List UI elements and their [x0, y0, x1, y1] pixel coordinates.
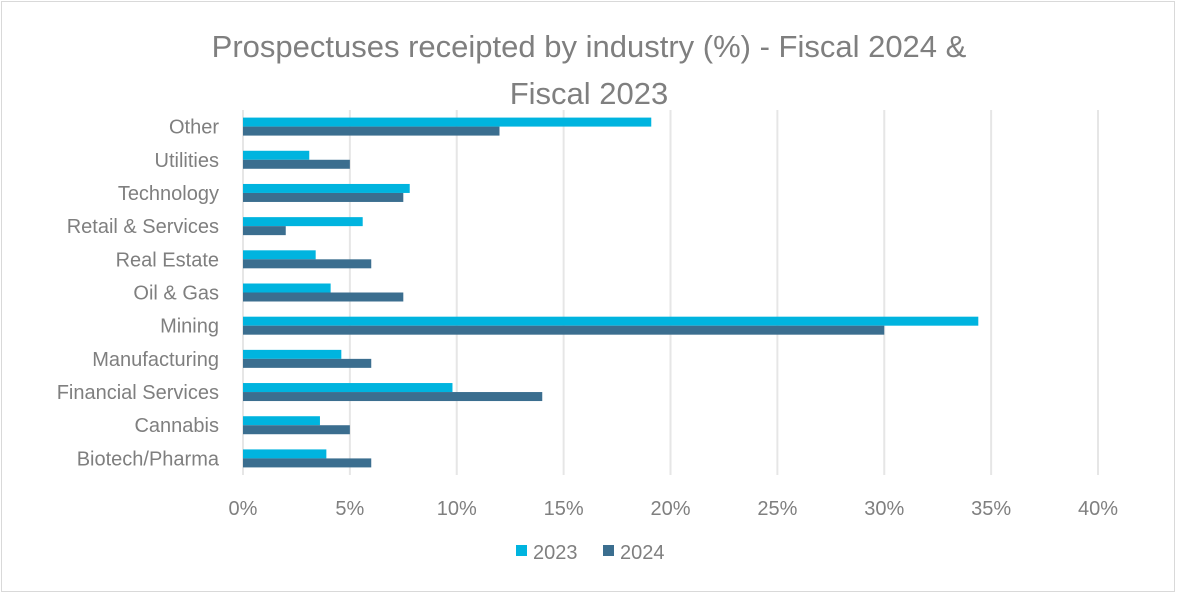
bar-2023-technology	[243, 183, 410, 193]
x-tick-label: 35%	[971, 498, 1011, 520]
bar-2023-mining	[243, 316, 979, 326]
chart-title-line-2: Fiscal 2023	[510, 76, 669, 111]
y-category-label: Technology	[118, 183, 219, 205]
y-category-label: Utilities	[155, 150, 219, 172]
bar-2023-financial-services	[243, 383, 453, 393]
bar-2024-biotech-pharma	[243, 458, 372, 468]
bar-2024-retail-services	[243, 226, 286, 236]
x-tick-label: 20%	[650, 498, 690, 520]
bar-2024-other	[243, 126, 500, 136]
y-category-label: Other	[169, 117, 219, 139]
bar-2024-utilities	[243, 159, 350, 169]
bar-2024-cannabis	[243, 425, 350, 435]
y-category-label: Real Estate	[116, 249, 219, 271]
x-tick-label: 5%	[335, 498, 364, 520]
bar-2023-oil-gas	[243, 283, 331, 293]
y-category-label: Manufacturing	[92, 349, 219, 371]
legend-swatch-2024	[603, 545, 614, 556]
y-category-label: Retail & Services	[67, 216, 219, 238]
y-category-label: Financial Services	[57, 382, 219, 404]
x-tick-label: 10%	[437, 498, 477, 520]
bar-2023-biotech-pharma	[243, 449, 327, 459]
bar-2023-utilities	[243, 150, 310, 160]
bar-2023-retail-services	[243, 217, 363, 227]
legend-swatch-2023	[516, 545, 527, 556]
bar-2024-technology	[243, 192, 404, 202]
bar-2023-manufacturing	[243, 349, 342, 359]
bar-2023-cannabis	[243, 416, 320, 426]
bar-2023-other	[243, 117, 652, 127]
x-tick-label: 25%	[757, 498, 797, 520]
bar-2024-oil-gas	[243, 292, 404, 302]
x-tick-label: 15%	[544, 498, 584, 520]
bar-2023-real-estate	[243, 250, 316, 260]
y-category-label: Biotech/Pharma	[77, 448, 220, 470]
x-tick-label: 40%	[1078, 498, 1118, 520]
x-tick-label: 0%	[229, 498, 258, 520]
bar-2024-manufacturing	[243, 358, 372, 368]
x-tick-label: 30%	[864, 498, 904, 520]
bar-2024-real-estate	[243, 259, 372, 269]
bar-2024-mining	[243, 325, 885, 335]
y-category-label: Oil & Gas	[133, 283, 219, 305]
legend-label-2024: 2024	[620, 542, 665, 564]
chart-title-line-1: Prospectuses receipted by industry (%) -…	[212, 29, 967, 64]
legend-label-2023: 2023	[533, 542, 578, 564]
y-category-label: Mining	[160, 316, 219, 338]
y-category-label: Cannabis	[134, 415, 219, 437]
bar-2024-financial-services	[243, 392, 543, 402]
